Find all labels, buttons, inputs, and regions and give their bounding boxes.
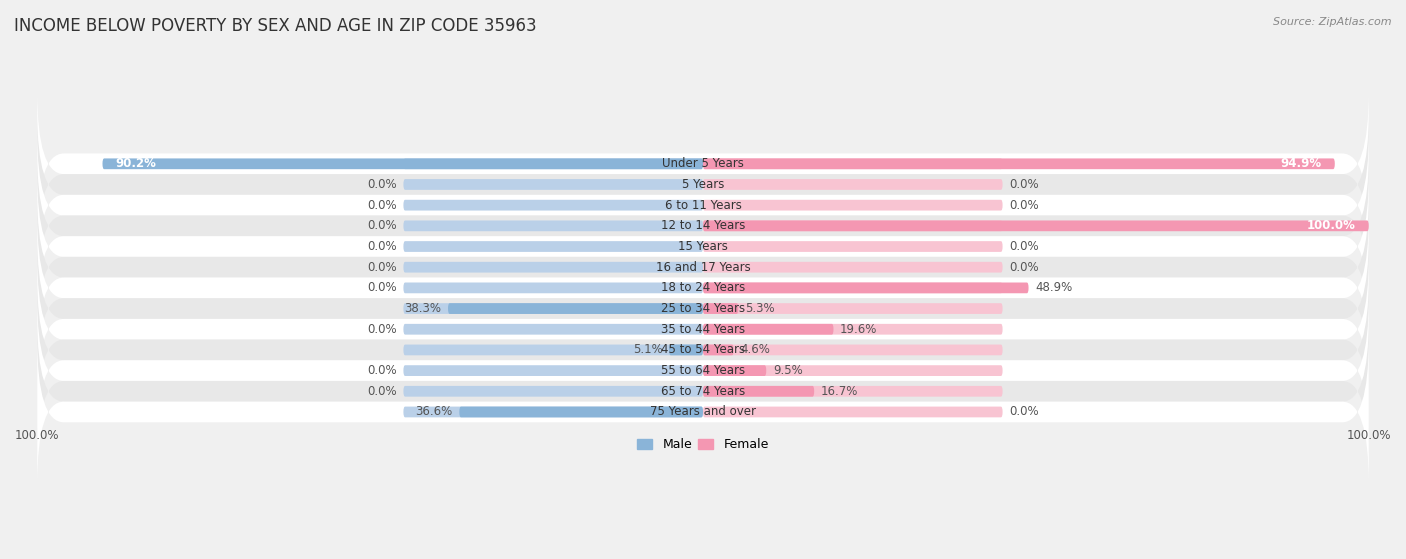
Text: 19.6%: 19.6%: [841, 323, 877, 336]
Text: 18 to 24 Years: 18 to 24 Years: [661, 281, 745, 295]
FancyBboxPatch shape: [703, 282, 1029, 293]
FancyBboxPatch shape: [703, 303, 738, 314]
Legend: Male, Female: Male, Female: [633, 433, 773, 456]
FancyBboxPatch shape: [703, 406, 1002, 418]
Text: 16.7%: 16.7%: [821, 385, 858, 398]
FancyBboxPatch shape: [703, 241, 1002, 252]
Text: 0.0%: 0.0%: [367, 198, 396, 212]
FancyBboxPatch shape: [703, 365, 1002, 376]
FancyBboxPatch shape: [404, 324, 703, 335]
Text: 55 to 64 Years: 55 to 64 Years: [661, 364, 745, 377]
FancyBboxPatch shape: [703, 158, 1002, 169]
FancyBboxPatch shape: [37, 133, 1369, 278]
FancyBboxPatch shape: [37, 236, 1369, 381]
Text: 0.0%: 0.0%: [367, 323, 396, 336]
FancyBboxPatch shape: [703, 386, 1002, 397]
Text: 25 to 34 Years: 25 to 34 Years: [661, 302, 745, 315]
FancyBboxPatch shape: [703, 179, 1002, 190]
FancyBboxPatch shape: [703, 158, 1334, 169]
Text: Under 5 Years: Under 5 Years: [662, 157, 744, 170]
FancyBboxPatch shape: [404, 241, 703, 252]
FancyBboxPatch shape: [703, 344, 1002, 356]
FancyBboxPatch shape: [703, 324, 1002, 335]
Text: 0.0%: 0.0%: [367, 240, 396, 253]
FancyBboxPatch shape: [703, 324, 834, 335]
FancyBboxPatch shape: [703, 220, 1002, 231]
Text: 65 to 74 Years: 65 to 74 Years: [661, 385, 745, 398]
FancyBboxPatch shape: [404, 200, 703, 211]
Text: 5.3%: 5.3%: [745, 302, 775, 315]
FancyBboxPatch shape: [460, 406, 703, 418]
Text: INCOME BELOW POVERTY BY SEX AND AGE IN ZIP CODE 35963: INCOME BELOW POVERTY BY SEX AND AGE IN Z…: [14, 17, 537, 35]
Text: 100.0%: 100.0%: [1306, 219, 1355, 233]
Text: 48.9%: 48.9%: [1035, 281, 1073, 295]
FancyBboxPatch shape: [37, 319, 1369, 463]
Text: Source: ZipAtlas.com: Source: ZipAtlas.com: [1274, 17, 1392, 27]
FancyBboxPatch shape: [404, 303, 703, 314]
FancyBboxPatch shape: [703, 344, 734, 356]
Text: 38.3%: 38.3%: [405, 302, 441, 315]
FancyBboxPatch shape: [37, 174, 1369, 319]
FancyBboxPatch shape: [404, 282, 703, 293]
Text: 0.0%: 0.0%: [367, 260, 396, 274]
Text: 35 to 44 Years: 35 to 44 Years: [661, 323, 745, 336]
FancyBboxPatch shape: [703, 282, 1002, 293]
FancyBboxPatch shape: [404, 406, 703, 418]
Text: 36.6%: 36.6%: [415, 405, 453, 419]
FancyBboxPatch shape: [37, 195, 1369, 339]
Text: 0.0%: 0.0%: [367, 385, 396, 398]
FancyBboxPatch shape: [37, 112, 1369, 257]
FancyBboxPatch shape: [37, 154, 1369, 298]
FancyBboxPatch shape: [404, 158, 703, 169]
FancyBboxPatch shape: [703, 365, 766, 376]
Text: 94.9%: 94.9%: [1281, 157, 1322, 170]
FancyBboxPatch shape: [703, 386, 814, 397]
Text: 4.6%: 4.6%: [741, 343, 770, 357]
FancyBboxPatch shape: [703, 262, 1002, 273]
Text: 5.1%: 5.1%: [633, 343, 662, 357]
FancyBboxPatch shape: [37, 298, 1369, 443]
Text: 0.0%: 0.0%: [367, 219, 396, 233]
FancyBboxPatch shape: [404, 179, 703, 190]
FancyBboxPatch shape: [404, 220, 703, 231]
Text: 0.0%: 0.0%: [1010, 178, 1039, 191]
FancyBboxPatch shape: [449, 303, 703, 314]
FancyBboxPatch shape: [404, 344, 703, 356]
FancyBboxPatch shape: [37, 216, 1369, 360]
FancyBboxPatch shape: [703, 200, 1002, 211]
Text: 0.0%: 0.0%: [1010, 260, 1039, 274]
FancyBboxPatch shape: [703, 220, 1369, 231]
Text: 15 Years: 15 Years: [678, 240, 728, 253]
Text: 0.0%: 0.0%: [1010, 198, 1039, 212]
Text: 45 to 54 Years: 45 to 54 Years: [661, 343, 745, 357]
Text: 6 to 11 Years: 6 to 11 Years: [665, 198, 741, 212]
Text: 16 and 17 Years: 16 and 17 Years: [655, 260, 751, 274]
FancyBboxPatch shape: [404, 386, 703, 397]
FancyBboxPatch shape: [37, 257, 1369, 401]
Text: 0.0%: 0.0%: [1010, 405, 1039, 419]
FancyBboxPatch shape: [703, 303, 1002, 314]
Text: 75 Years and over: 75 Years and over: [650, 405, 756, 419]
FancyBboxPatch shape: [37, 339, 1369, 484]
FancyBboxPatch shape: [103, 158, 703, 169]
Text: 0.0%: 0.0%: [367, 281, 396, 295]
FancyBboxPatch shape: [37, 278, 1369, 422]
Text: 12 to 14 Years: 12 to 14 Years: [661, 219, 745, 233]
FancyBboxPatch shape: [404, 262, 703, 273]
Text: 0.0%: 0.0%: [367, 364, 396, 377]
FancyBboxPatch shape: [669, 344, 703, 356]
Text: 9.5%: 9.5%: [773, 364, 803, 377]
Text: 90.2%: 90.2%: [115, 157, 156, 170]
FancyBboxPatch shape: [37, 92, 1369, 236]
FancyBboxPatch shape: [404, 365, 703, 376]
Text: 5 Years: 5 Years: [682, 178, 724, 191]
Text: 0.0%: 0.0%: [1010, 240, 1039, 253]
Text: 0.0%: 0.0%: [367, 178, 396, 191]
